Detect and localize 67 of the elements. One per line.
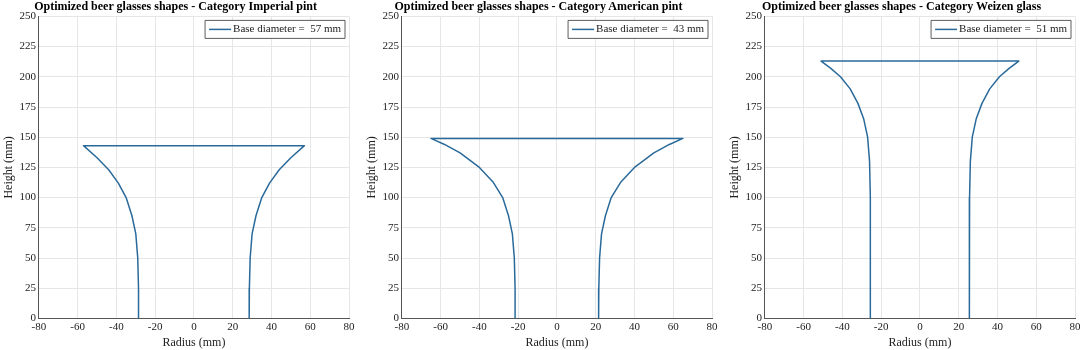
y-tick-label: 225 (745, 39, 763, 52)
x-tick-label: 0 (917, 319, 924, 332)
x-axis-title: Radius (mm) (525, 334, 589, 349)
y-tick-label: 25 (750, 281, 763, 294)
x-tick-label: 40 (628, 319, 641, 332)
x-tick-label: -60 (433, 319, 449, 332)
x-tick-label: -60 (796, 319, 812, 332)
x-tick-label: -60 (70, 319, 86, 332)
y-tick-label: 225 (19, 39, 37, 52)
y-tick-label: 175 (19, 99, 37, 112)
y-tick-label: 125 (19, 160, 37, 173)
x-tick-label: 20 (227, 319, 239, 332)
y-axis-title: Height (mm) (1, 136, 16, 199)
legend-label: Base diameter = 43 mm (596, 22, 705, 35)
y-tick-label: 250 (745, 9, 763, 22)
y-axis-title: Height (mm) (727, 136, 742, 199)
x-tick-label: 20 (590, 319, 602, 332)
x-tick-label: 40 (991, 319, 1004, 332)
x-tick-label: -40 (835, 319, 851, 332)
x-tick-label: 80 (343, 319, 355, 332)
y-tick-label: 0 (756, 311, 763, 324)
y-tick-label: 100 (19, 190, 37, 203)
legend-label: Base diameter = 51 mm (959, 22, 1068, 35)
y-tick-label: 125 (745, 160, 763, 173)
x-tick-label: -20 (510, 319, 527, 332)
legend-label: Base diameter = 57 mm (233, 22, 342, 35)
x-tick-label: 60 (304, 319, 317, 332)
y-tick-label: 200 (745, 69, 763, 82)
y-tick-label: 225 (382, 39, 400, 52)
chart-title: Optimized beer glasses shapes - Category Imperial pint (34, 0, 317, 14)
x-tick-label: 0 (554, 319, 561, 332)
y-tick-label: 75 (24, 220, 37, 233)
y-tick-label: 75 (387, 220, 400, 233)
x-tick-label: -40 (109, 319, 125, 332)
y-tick-label: 50 (387, 250, 400, 263)
x-tick-label: 80 (1069, 319, 1081, 332)
x-tick-label: -20 (147, 319, 164, 332)
y-tick-label: 25 (24, 281, 37, 294)
x-tick-label: 80 (706, 319, 718, 332)
y-tick-label: 250 (19, 9, 37, 22)
y-tick-label: 50 (24, 250, 37, 263)
x-axis-title: Radius (mm) (162, 334, 226, 349)
x-tick-label: 40 (265, 319, 278, 332)
y-tick-label: 25 (387, 281, 400, 294)
y-tick-label: 125 (382, 160, 400, 173)
y-tick-label: 175 (382, 99, 400, 112)
x-tick-label: 20 (953, 319, 965, 332)
y-tick-label: 150 (745, 130, 763, 143)
x-tick-label: 0 (191, 319, 198, 332)
x-tick-label: -40 (472, 319, 488, 332)
chart-title: Optimized beer glasses shapes - Category Weizen glass (761, 0, 1042, 14)
y-tick-label: 100 (382, 190, 400, 203)
y-tick-label: 0 (393, 311, 400, 324)
x-tick-label: -20 (873, 319, 890, 332)
y-tick-label: 150 (382, 130, 400, 143)
y-tick-label: 200 (382, 69, 400, 82)
y-tick-label: 150 (19, 130, 37, 143)
x-axis-title: Radius (mm) (888, 334, 952, 349)
y-tick-label: 200 (19, 69, 37, 82)
y-tick-label: 175 (745, 99, 763, 112)
y-tick-label: 50 (750, 250, 763, 263)
y-tick-label: 0 (30, 311, 37, 324)
x-tick-label: 60 (667, 319, 680, 332)
y-axis-title: Height (mm) (364, 136, 379, 199)
y-tick-label: 75 (750, 220, 763, 233)
x-tick-label: 60 (1030, 319, 1043, 332)
y-tick-label: 100 (745, 190, 763, 203)
